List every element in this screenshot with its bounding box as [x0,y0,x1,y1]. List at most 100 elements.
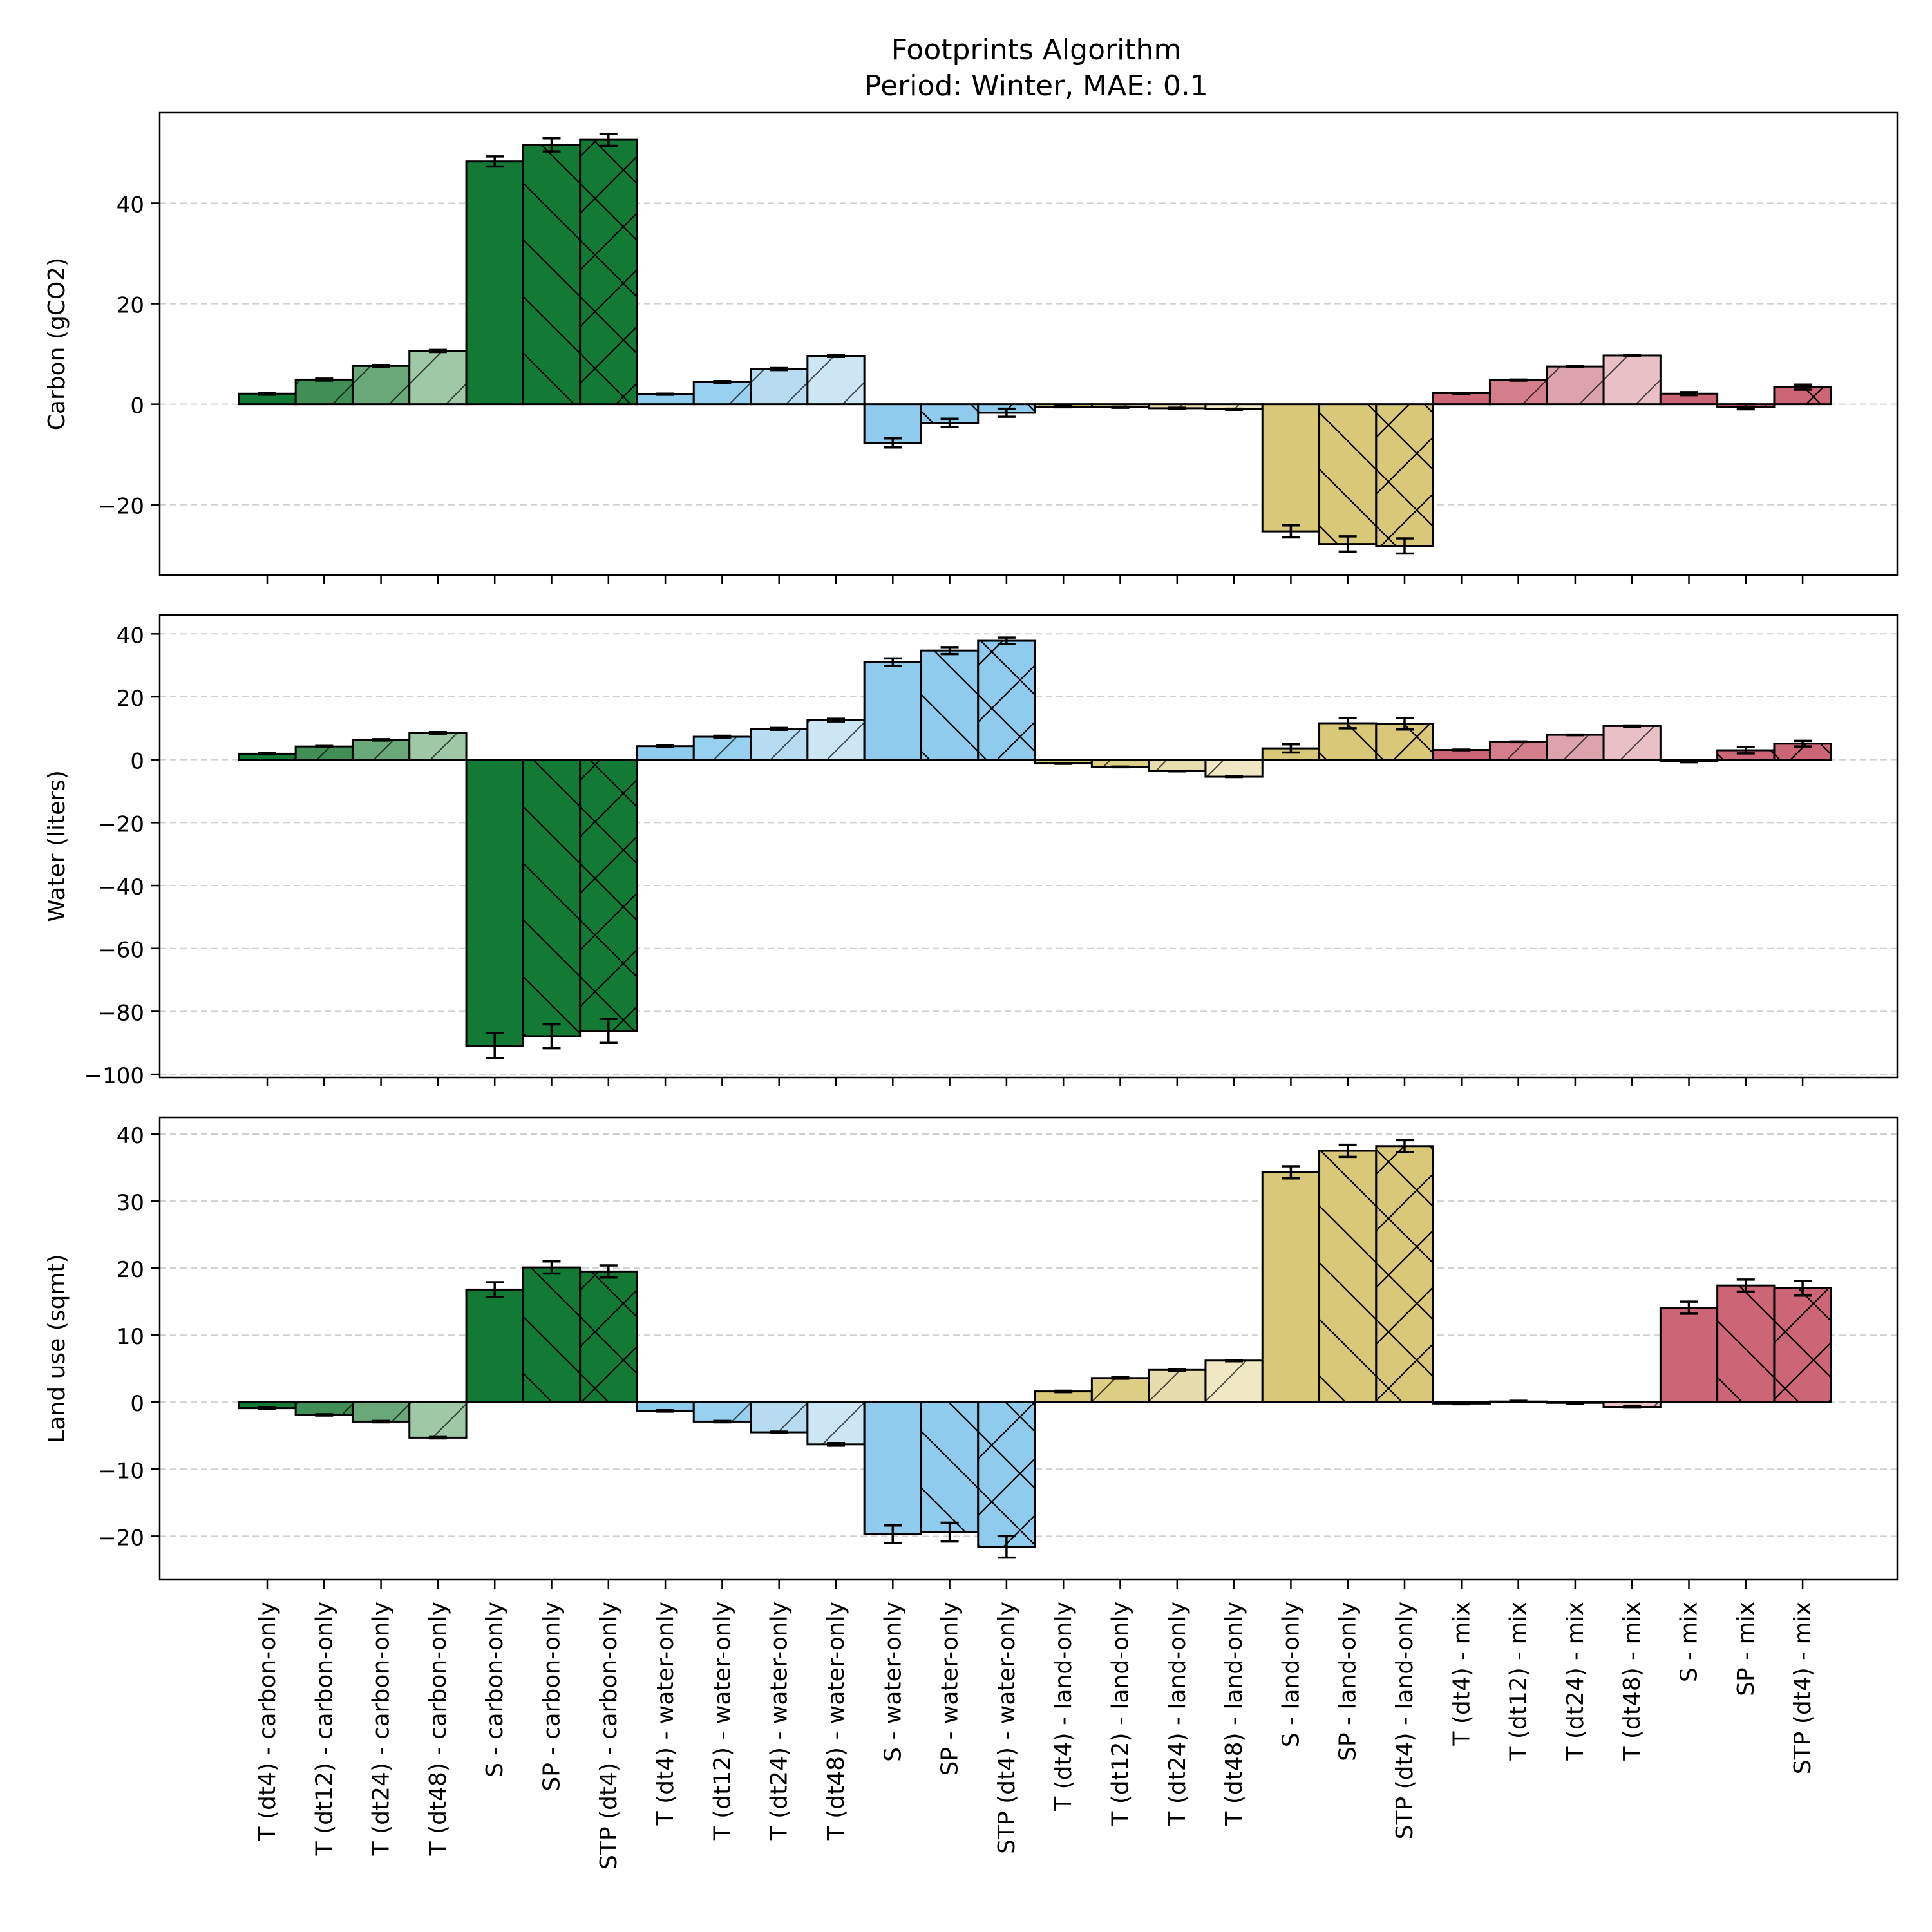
x-tick-label: T (dt24) - land-only [1164,1602,1191,1826]
bar [1261,403,1321,533]
y-axis-label: Land use (sqmt) [44,1254,70,1443]
x-tick-label: T (dt48) - land-only [1221,1602,1247,1826]
y-tick-label: 0 [130,393,144,419]
x-tick-label: T (dt4) - land-only [1050,1602,1077,1812]
bar-hatch [694,382,751,404]
bar [465,759,524,1047]
bar-hatch [1717,1285,1774,1403]
plot-frame [158,1116,1899,1581]
bar-hatch [580,140,637,404]
bar-hatch [1205,1360,1263,1403]
bar-hatch [1546,366,1604,404]
x-tick-label: STP (dt4) - water-only [994,1602,1020,1854]
bar-hatch [694,1402,751,1422]
x-tick-labels: T (dt4) - carbon-only T (dt12) - carbon-o… [254,1602,1816,1870]
bar-hatch [1490,741,1547,760]
y-tick-label: 20 [117,686,144,712]
bar-hatch [1148,404,1206,408]
bar-hatch [409,733,467,760]
bar-hatch [523,1267,580,1403]
x-tick-label: T (dt48) - carbon-only [425,1602,451,1856]
bar-hatch [523,759,580,1037]
y-tick-label: −10 [98,1458,144,1484]
bar-hatch [750,1402,808,1433]
y-tick-label: 0 [130,1391,144,1417]
x-tick-label: T (dt4) - carbon-only [254,1602,281,1841]
y-tick-label: 10 [117,1324,144,1350]
bar-hatch [352,1402,410,1422]
bar-hatch [921,650,978,760]
y-tick-label: −40 [98,875,144,900]
y-tick-label: 40 [117,623,144,649]
y-tick-label: −100 [84,1063,144,1089]
plot-frame [158,614,1899,1079]
bar-hatch [750,369,808,404]
bar-hatch [1604,355,1661,404]
bar-hatch [1319,404,1376,544]
bar-hatch [580,759,637,1031]
bar-hatch [1092,759,1149,767]
bar [863,1401,922,1535]
y-tick-label: 0 [130,749,144,775]
carbon-panel: −20 0 20 40 Carbon (gCO2) [44,111,1899,584]
bar-hatch [807,720,865,760]
x-tick-label: SP - mix [1733,1602,1759,1696]
bar-hatch [1717,750,1774,760]
chart-subtitle: Period: Winter, MAE: 0.1 [864,70,1208,102]
x-tick-label: T (dt12) - land-only [1108,1602,1134,1826]
bar-hatch [1376,1146,1434,1403]
x-tick-label: T (dt4) - water-only [652,1602,679,1826]
x-tick-label: S - water-only [880,1602,906,1762]
x-tick-label: STP (dt4) - land-only [1392,1602,1418,1839]
bar-hatch [1490,380,1547,404]
bar-hatch [296,746,353,760]
bar [863,403,922,444]
plot-frame [158,111,1899,576]
bar-hatch [1319,1151,1376,1403]
y-tick-label: −60 [98,938,144,963]
y-tick-label: −20 [98,1525,144,1551]
bar-hatch [1774,1288,1832,1403]
x-tick-label: T (dt12) - mix [1506,1602,1532,1761]
bar [863,661,922,761]
bar [1432,749,1491,761]
land-use-panel: −20 −10 0 10 20 30 40 Land use (sqmt) [44,1116,1899,1589]
x-tick-label: SP - carbon-only [539,1602,565,1792]
x-tick-label: STP (dt4) - carbon-only [596,1602,622,1870]
y-axis-label: Carbon (gCO2) [44,258,70,430]
chart-title: Footprints Algorithm [891,33,1182,66]
bar-hatch [1205,404,1263,410]
bar-hatch [1148,759,1206,772]
x-tick-label: STP (dt4) - mix [1790,1602,1816,1774]
y-tick-label: 20 [117,293,144,319]
bar [465,160,524,406]
bar-hatch [352,366,410,404]
y-tick-label: 40 [117,1123,144,1149]
bar-hatch [807,355,865,404]
y-tick-label: 20 [117,1257,144,1283]
bar-hatch [694,737,751,760]
x-tick-label: S - land-only [1278,1602,1304,1747]
bar-hatch [1604,1402,1661,1407]
y-tick-label: 40 [117,192,144,218]
y-axis-label: Water (liters) [44,770,70,922]
bar-hatch [1205,759,1263,777]
y-tick-label: −20 [98,811,144,837]
bar-hatch [1148,1370,1206,1403]
y-tick-label: −20 [98,494,144,520]
bar-hatch [296,379,353,404]
bar-hatch [1092,1378,1149,1403]
bar-hatch [352,739,410,760]
x-tick-label: T (dt12) - carbon-only [311,1602,337,1856]
bar [1432,392,1491,406]
bar-hatch [1376,404,1434,546]
bar [1261,1171,1321,1403]
x-tick-label: T (dt48) - water-only [823,1602,849,1841]
bar-hatch [750,728,808,760]
y-tick-label: −80 [98,1000,144,1026]
bar-hatch [921,1402,978,1533]
bar-hatch [523,144,580,404]
bar-hatch [1546,735,1604,760]
bar-hatch [978,1402,1036,1548]
